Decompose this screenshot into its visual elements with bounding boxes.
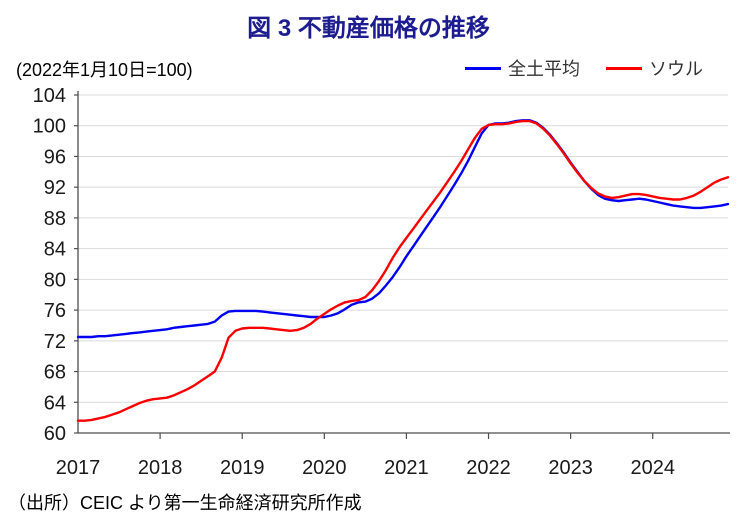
y-tick-label-84: 84 <box>44 239 66 261</box>
index-base-note: (2022年1月10日=100) <box>16 60 193 80</box>
y-tick-label-68: 68 <box>44 362 66 384</box>
source-note: （出所）CEIC より第一生命経済研究所作成 <box>8 493 362 513</box>
x-tick-label-2022: 2022 <box>466 457 511 479</box>
chart-title: 図 3 不動産価格の推移 <box>247 15 490 42</box>
y-tick-label-92: 92 <box>44 177 66 199</box>
y-tick-label-100: 100 <box>33 116 66 138</box>
y-tick-label-88: 88 <box>44 208 66 230</box>
x-tick-label-2020: 2020 <box>302 457 347 479</box>
y-tick-label-76: 76 <box>44 300 66 322</box>
series-line-nationwide <box>76 119 730 339</box>
legend-label-nationwide: 全土平均 <box>508 59 580 79</box>
y-tick-label-96: 96 <box>44 146 66 168</box>
x-tick-label-2017: 2017 <box>56 457 101 479</box>
seoul-line-swatch <box>606 66 642 70</box>
y-tick-label-80: 80 <box>44 269 66 291</box>
legend-label-seoul: ソウル <box>649 59 703 79</box>
x-tick-label-2024: 2024 <box>630 457 675 479</box>
series-line-seoul <box>76 119 730 422</box>
y-tick-label-104: 104 <box>33 85 66 107</box>
y-tick-label-64: 64 <box>44 392 66 414</box>
legend-item-seoul: ソウル <box>606 55 703 81</box>
x-tick-label-2023: 2023 <box>548 457 593 479</box>
y-tick-label-60: 60 <box>44 423 66 445</box>
x-tick-label-2019: 2019 <box>220 457 265 479</box>
nationwide-line-swatch <box>465 66 501 70</box>
chart-legend: 全土平均 ソウル <box>465 56 703 80</box>
x-tick-label-2021: 2021 <box>384 457 429 479</box>
y-tick-label-72: 72 <box>44 331 66 353</box>
line-chart: 60 64 68 72 76 80 84 88 92 96 100 104 2017 2018 2019 20… <box>33 85 730 479</box>
legend-item-nationwide: 全土平均 <box>465 55 580 81</box>
x-tick-label-2018: 2018 <box>138 457 183 479</box>
